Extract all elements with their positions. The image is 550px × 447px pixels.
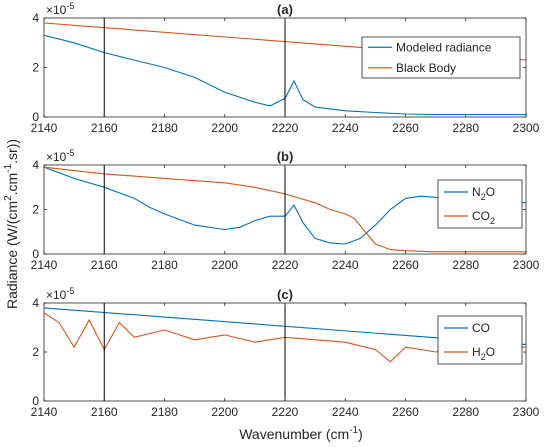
series-line-1: [44, 166, 526, 245]
x-tick-label: 2200: [211, 121, 238, 135]
x-tick-label: 2260: [392, 405, 419, 419]
x-tick-label: 2220: [272, 121, 299, 135]
panel-b: 2140 2160 2180 2200 2220 2240 2260 2280 2300 0 2 4 ×…: [31, 148, 540, 272]
y-exponent-label: ×10-5: [46, 1, 74, 17]
y-tick-label: 4: [32, 296, 39, 310]
legend: Modeled radiance Black Body: [361, 36, 521, 79]
legend-label: N2O: [472, 185, 495, 202]
legend-label: CO: [472, 321, 490, 335]
x-tick-label: 2240: [332, 405, 359, 419]
legend-box: [437, 179, 523, 229]
panel-a: 2140 2160 2180 2200 2220 2240 2260 2280 2300 0 2 4 ×…: [31, 1, 540, 135]
y-tick-label: 0: [32, 247, 39, 261]
y-exponent-label: ×10-5: [46, 148, 74, 164]
x-tick-label: 2200: [211, 405, 238, 419]
x-tick-label: 2240: [332, 121, 359, 135]
y-exponent-label: ×10-5: [46, 286, 74, 302]
x-tick-label: 2160: [91, 258, 118, 272]
x-tick-label: 2260: [392, 258, 419, 272]
y-tick-label: 2: [32, 345, 39, 359]
y-tick-label: 0: [32, 110, 39, 124]
x-tick-label: 2180: [151, 405, 178, 419]
x-tick-label: 2300: [513, 405, 540, 419]
y-tick-label: 4: [32, 158, 39, 172]
panel-c: 2140 2160 2180 2200 2220 2240 2260 2280 2300 0 2 4 ×…: [31, 286, 540, 419]
x-tick-label: 2200: [211, 258, 238, 272]
series-line-2: [44, 166, 526, 253]
x-tick-label: 2140: [31, 405, 58, 419]
x-axis-label: Wavenumber (cm-1): [239, 425, 363, 442]
x-tick-label: 2280: [452, 405, 479, 419]
y-tick-label: 2: [32, 61, 39, 75]
y-tick-label: 4: [32, 11, 39, 25]
x-tick-label: 2140: [31, 258, 58, 272]
x-tick-label: 2180: [151, 258, 178, 272]
x-tick-label: 2160: [91, 121, 118, 135]
legend-label: H2O: [472, 345, 495, 362]
panel-title: (b): [277, 149, 294, 164]
y-tick-label: 2: [32, 203, 39, 217]
x-tick-label: 2260: [392, 121, 419, 135]
x-tick-label: 2240: [332, 258, 359, 272]
x-tick-label: 2280: [452, 258, 479, 272]
panel-title: (a): [277, 2, 293, 17]
legend-box: [437, 315, 523, 365]
y-axis-label: Radiance (W/(cm2.cm-1.sr)): [3, 139, 20, 309]
x-tick-label: 2220: [272, 405, 299, 419]
panel-title: (c): [277, 287, 293, 302]
series-line-1: [44, 34, 526, 116]
legend: CO H2O: [437, 315, 523, 365]
x-tick-label: 2180: [151, 121, 178, 135]
legend-label: Black Body: [396, 61, 456, 75]
x-tick-label: 2140: [31, 121, 58, 135]
x-tick-label: 2220: [272, 258, 299, 272]
x-tick-label: 2300: [513, 258, 540, 272]
series-line-2: [44, 312, 526, 363]
legend-box: [361, 36, 521, 79]
x-tick-label: 2160: [91, 405, 118, 419]
x-tick-label: 2300: [513, 121, 540, 135]
legend-label: Modeled radiance: [396, 40, 492, 54]
y-tick-label: 0: [32, 394, 39, 408]
legend-label: CO2: [472, 209, 495, 226]
x-tick-label: 2280: [452, 121, 479, 135]
